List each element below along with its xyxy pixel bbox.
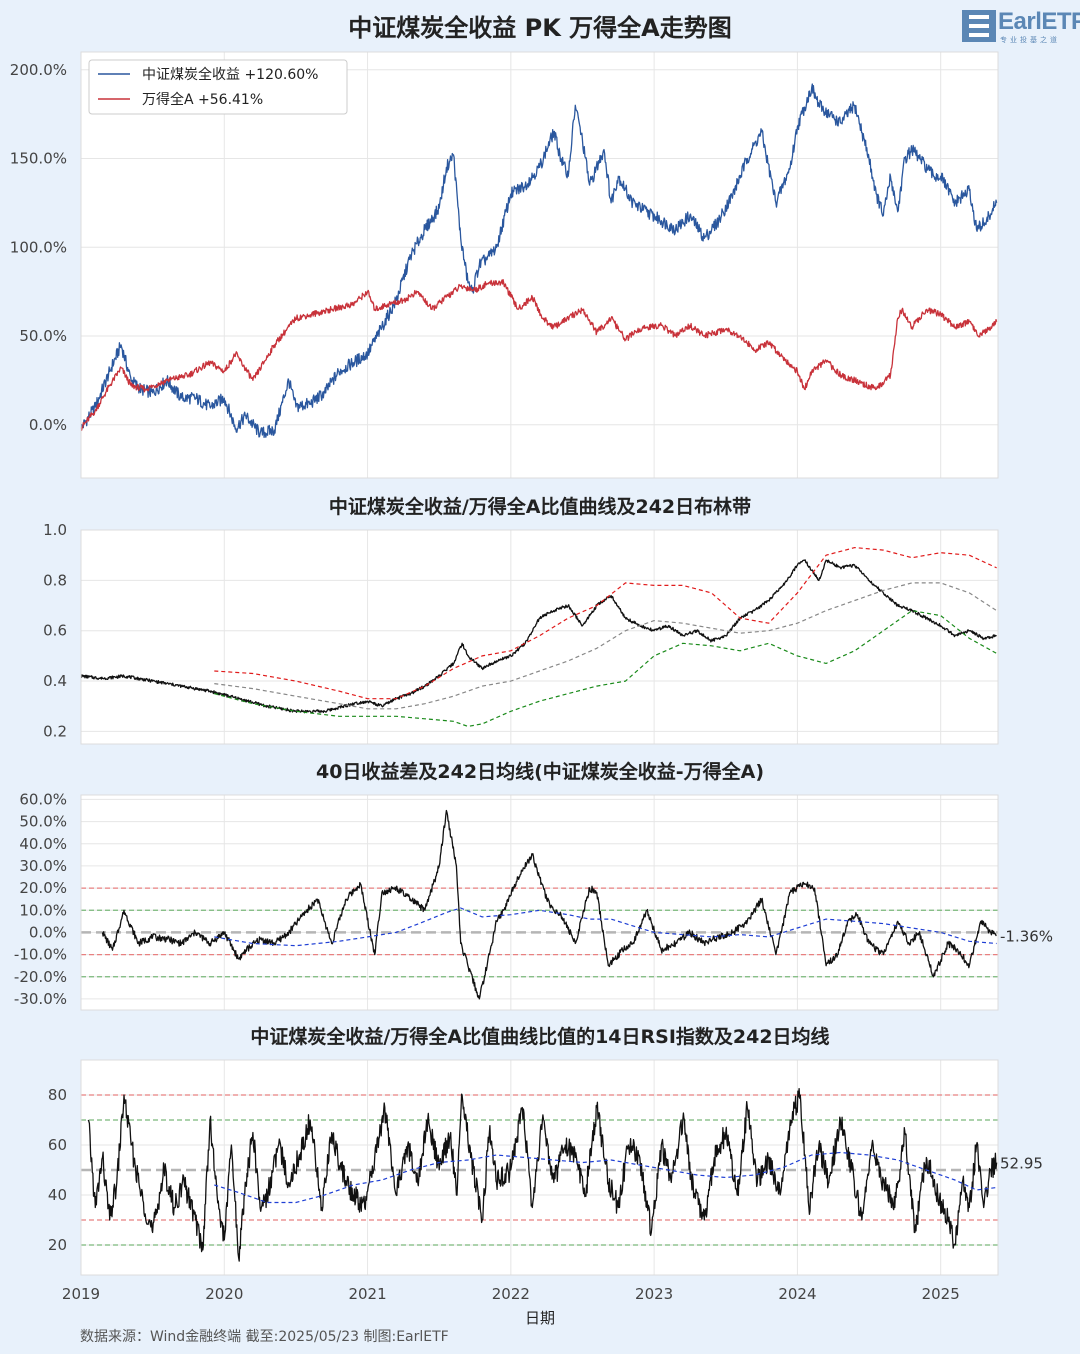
- y-tick-label: 200.0%: [10, 61, 67, 79]
- x-axis-years: 2019 2020 2021 2022 2023 2024 2025: [62, 1285, 960, 1303]
- end-value-label: -1.36%: [1000, 927, 1053, 945]
- y-tick-label: 50.0%: [19, 327, 67, 345]
- y-tick-label: 20: [48, 1236, 67, 1254]
- y-tick-label: 0.0%: [29, 923, 67, 941]
- panel-title-return-spread: 40日收益差及242日均线(中证煤炭全收益-万得全A): [316, 760, 764, 783]
- panel-return-spread: -30.0% -20.0% -10.0% 0.0% 10.0% 20.0% 30.0% 40.…: [14, 790, 1053, 1011]
- y-tick-label: 60.0%: [19, 790, 67, 808]
- logo-mark-icon: [962, 10, 996, 42]
- x-tick-label: 2024: [778, 1285, 816, 1303]
- y-tick-label: 50.0%: [19, 813, 67, 831]
- source-note: 数据来源：Wind金融终端 截至:2025/05/23 制图:EarlETF: [80, 1329, 449, 1345]
- y-tick-label: 40: [48, 1186, 67, 1204]
- y-tick-label: 80: [48, 1086, 67, 1104]
- y-tick-label: 0.8: [43, 571, 67, 589]
- x-tick-label: 2023: [635, 1285, 673, 1303]
- y-tick-label: 0.6: [43, 622, 67, 640]
- plot-background: [81, 52, 998, 478]
- y-tick-label: 20.0%: [19, 879, 67, 897]
- panel-price-comparison: 0.0% 50.0% 100.0% 150.0% 200.0% 中证煤炭全收益 +120.…: [10, 51, 999, 479]
- y-tick-label: -10.0%: [14, 946, 67, 964]
- series-line-middle: [214, 582, 997, 710]
- legend: 中证煤炭全收益 +120.60% 万得全A +56.41%: [88, 59, 348, 115]
- panel-rsi: 20 40 60 80 52.95: [48, 1059, 1043, 1276]
- panel-ratio-bollinger: 0.2 0.4 0.6 0.8 1.0: [43, 521, 999, 745]
- y-tick-label: -30.0%: [14, 990, 67, 1008]
- legend-box: [88, 59, 348, 115]
- plot-frame: [80, 1059, 999, 1276]
- y-tick-label: 1.0: [43, 521, 67, 539]
- y-tick-label: 10.0%: [19, 901, 67, 919]
- logo-subtitle: 专业投基之道: [1000, 36, 1060, 44]
- series-line-rsi: [87, 1087, 998, 1262]
- plot-frame: [80, 794, 999, 1011]
- y-tick-label: 40.0%: [19, 835, 67, 853]
- x-tick-label: 2019: [62, 1285, 100, 1303]
- y-tick-label: 30.0%: [19, 857, 67, 875]
- x-tick-label: 2020: [205, 1285, 243, 1303]
- panel-title-rsi: 中证煤炭全收益/万得全A比值曲线比值的14日RSI指数及242日均线: [250, 1025, 829, 1048]
- panel-title-ratio-bollinger: 中证煤炭全收益/万得全A比值曲线及242日布林带: [329, 495, 751, 518]
- series-line-upper: [214, 547, 997, 700]
- x-tick-label: 2022: [492, 1285, 530, 1303]
- series-line-ratio: [80, 559, 997, 714]
- plot-frame: [80, 51, 999, 479]
- end-value-label: 52.95: [1000, 1155, 1043, 1173]
- series-line-lower: [214, 610, 997, 727]
- logo-text: EarlETF: [998, 8, 1080, 35]
- plot-frame: [80, 529, 999, 745]
- series-line--120-60-: [80, 83, 998, 439]
- plot-background: [81, 795, 998, 1010]
- y-tick-label: 60: [48, 1136, 67, 1154]
- plot-background: [81, 1060, 998, 1275]
- y-tick-label: 100.0%: [10, 238, 67, 256]
- y-tick-label: 0.2: [43, 722, 67, 740]
- page-title: 中证煤炭全收益 PK 万得全A走势图: [348, 14, 732, 42]
- plot-background: [81, 530, 998, 744]
- x-tick-label: 2025: [922, 1285, 960, 1303]
- legend-label: 中证煤炭全收益 +120.60%: [142, 66, 318, 83]
- y-tick-label: 0.0%: [29, 416, 67, 434]
- y-tick-label: 0.4: [43, 672, 67, 690]
- y-tick-label: 150.0%: [10, 150, 67, 168]
- x-tick-label: 2021: [348, 1285, 386, 1303]
- y-tick-label: -20.0%: [14, 968, 67, 986]
- legend-label: 万得全A +56.41%: [142, 91, 263, 108]
- series-line--a-56-41-: [80, 279, 998, 431]
- earletf-logo: EarlETF 专业投基之道: [962, 8, 1080, 44]
- x-axis-title: 日期: [524, 1309, 555, 1327]
- series-line-ma242: [214, 1151, 997, 1204]
